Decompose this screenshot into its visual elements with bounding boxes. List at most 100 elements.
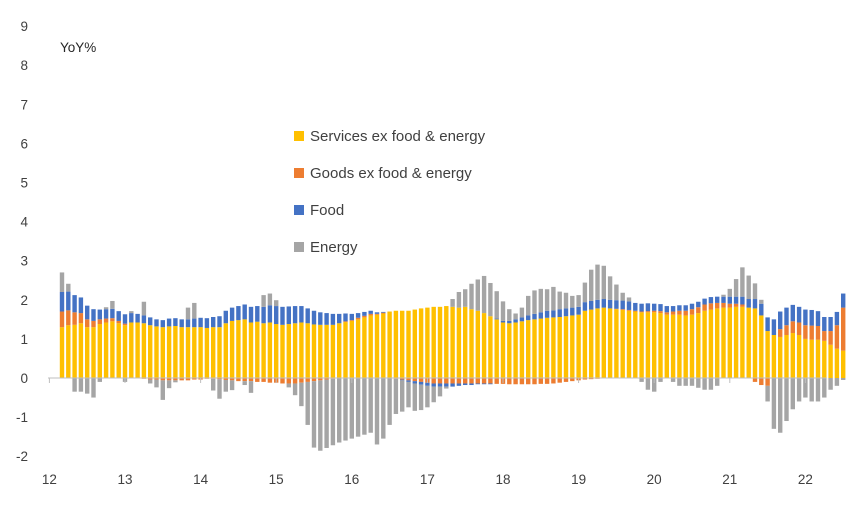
bar-segment (110, 318, 115, 322)
bar-segment (740, 306, 745, 378)
bar-segment (311, 381, 317, 448)
bar-segment (639, 311, 644, 313)
bar-segment (437, 378, 443, 384)
bar-segment (166, 318, 172, 327)
bar-segment (570, 307, 575, 316)
bar-segment (746, 275, 751, 300)
bar-segment (727, 307, 732, 378)
bar-segment (91, 378, 96, 398)
bar-segment (343, 322, 348, 378)
bar-segment (519, 307, 525, 318)
bar-segment (129, 313, 134, 323)
bar-segment (166, 380, 172, 389)
bar-segment (261, 295, 266, 307)
bar-segment (727, 296, 732, 304)
bar-segment (337, 378, 342, 443)
bar-segment (834, 311, 840, 326)
bar-segment (765, 378, 770, 386)
bar-segment (544, 317, 550, 378)
bar-segment (645, 303, 651, 312)
bar-segment (645, 311, 651, 313)
bar-segment (299, 322, 304, 378)
bars-group (59, 264, 846, 451)
bar-segment (154, 378, 159, 380)
bar-segment (198, 317, 203, 328)
bar-segment (765, 331, 770, 378)
bar-segment (456, 291, 462, 308)
bar-segment (185, 307, 191, 320)
x-tick-label: 18 (495, 472, 510, 487)
bar-segment (355, 378, 361, 437)
bar-segment (570, 378, 575, 382)
bar-segment (582, 302, 588, 311)
bar-segment (702, 298, 707, 305)
legend-swatch (294, 205, 304, 215)
bar-segment (733, 306, 739, 378)
bar-segment (362, 378, 367, 435)
bar-segment (311, 324, 317, 378)
bar-segment (261, 323, 266, 378)
bar-segment (670, 314, 676, 378)
bar-segment (431, 378, 436, 384)
y-tick-label: 9 (20, 19, 28, 34)
bar-segment (116, 311, 121, 321)
bar-segment (330, 324, 336, 378)
bar-segment (337, 323, 342, 378)
bar-segment (66, 283, 71, 292)
bar-segment (469, 378, 474, 384)
bar-segment (784, 307, 789, 326)
bar-segment (412, 383, 417, 411)
bar-segment (790, 378, 795, 410)
bar-segment (173, 326, 178, 378)
bar-segment (85, 305, 90, 320)
bar-segment (778, 311, 783, 330)
bar-segment (803, 338, 808, 378)
bar-segment (715, 296, 720, 303)
bar-segment (519, 378, 525, 385)
bar-segment (557, 317, 562, 378)
bar-segment (154, 319, 159, 327)
x-tick-label: 14 (193, 472, 209, 487)
bar-segment (803, 309, 808, 326)
bar-segment (513, 313, 518, 320)
bar-segment (551, 310, 556, 318)
bar-segment (595, 308, 600, 378)
bar-segment (204, 327, 210, 378)
y-axis-tick-labels: -2 -1 0 1 2 3 4 5 6 7 8 9 (16, 19, 29, 464)
legend-label: Food (310, 202, 344, 219)
bar-segment (740, 296, 745, 305)
bar-segment (292, 323, 298, 378)
bar-segment (374, 314, 380, 378)
bar-segment (526, 295, 531, 316)
y-tick-label: 0 (20, 371, 28, 386)
bar-segment (475, 279, 480, 311)
bar-segment (538, 312, 543, 319)
bar-segment (286, 324, 291, 378)
bar-segment (431, 306, 436, 378)
bar-segment (318, 312, 323, 325)
bar-segment (815, 311, 821, 326)
bar-segment (160, 380, 165, 400)
bar-segment (822, 340, 827, 379)
bar-segment (626, 309, 632, 311)
bar-segment (841, 378, 846, 380)
bar-segment (116, 320, 121, 324)
bar-segment (834, 325, 840, 349)
bar-segment (173, 378, 178, 381)
y-tick-label: 4 (20, 215, 28, 230)
bar-segment (217, 378, 222, 380)
bar-segment (116, 323, 121, 378)
bar-segment (406, 378, 411, 381)
bar-segment (97, 319, 102, 325)
bar-segment (601, 307, 606, 378)
bar-segment (400, 380, 405, 412)
bar-segment (809, 309, 814, 326)
bar-segment (834, 348, 840, 379)
bar-segment (463, 383, 468, 386)
bar-segment (387, 378, 392, 425)
bar-segment (557, 378, 562, 383)
bar-segment (589, 378, 594, 380)
bar-segment (261, 306, 266, 324)
bar-segment (639, 378, 644, 382)
